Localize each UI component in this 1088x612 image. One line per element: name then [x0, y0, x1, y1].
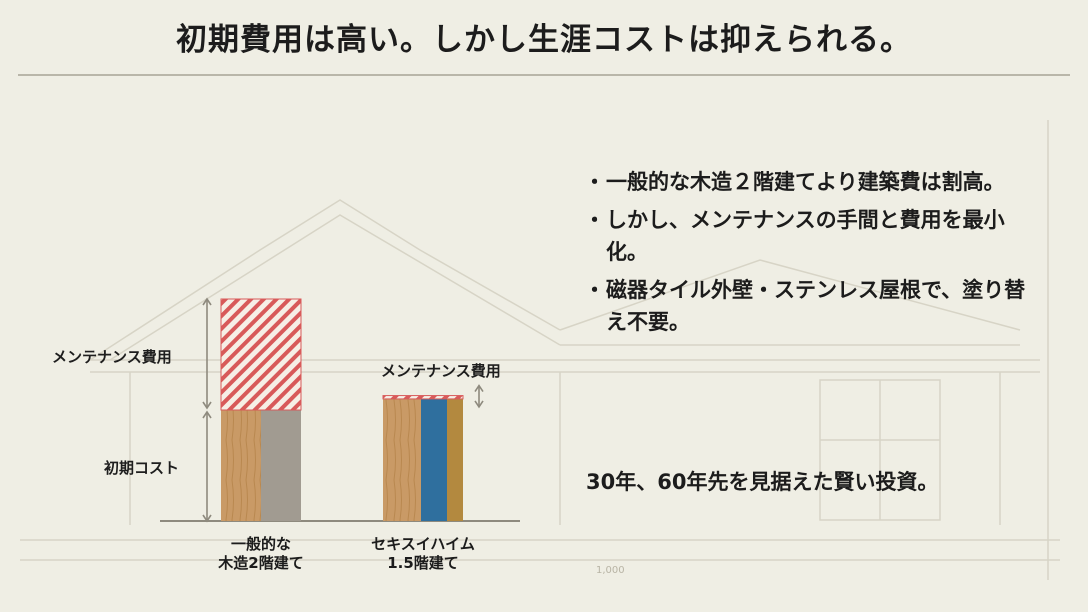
arrow-initial-left — [202, 410, 212, 523]
category-label-line: セキスイハイム — [371, 535, 475, 553]
category-label-sekisui: セキスイハイム 1.5階建て — [348, 535, 498, 573]
bar-maintenance — [382, 395, 464, 400]
bar-initial-accent — [447, 398, 463, 521]
bullet-dot: ・ — [584, 278, 605, 302]
bar-initial-wood — [383, 398, 421, 521]
maintenance-label-left: メンテナンス費用 — [52, 347, 172, 366]
page-title: 初期費用は高い。しかし生涯コストは抑えられる。 — [176, 22, 912, 58]
bar-initial-panel — [421, 398, 447, 521]
bullet-text: しかし、メンテナンスの手間と費用を最小化。 — [606, 208, 1005, 264]
bullet-item: ・ 磁器タイル外壁・ステンレス屋根で、塗り替え不要。 — [584, 274, 1044, 338]
arrow-maintenance-left — [202, 297, 212, 410]
arrow-maintenance-right — [474, 384, 484, 409]
category-label-line: 木造2階建て — [218, 554, 304, 572]
category-label-wooden: 一般的な 木造2階建て — [186, 535, 336, 573]
bullet-item: ・ しかし、メンテナンスの手間と費用を最小化。 — [584, 204, 1044, 268]
bullet-dot: ・ — [584, 170, 605, 194]
bullet-text: 一般的な木造２階建てより建築費は割高。 — [606, 170, 1005, 194]
bullet-list: ・ 一般的な木造２階建てより建築費は割高。 ・ しかし、メンテナンスの手間と費用… — [584, 166, 1044, 344]
category-label-line: 一般的な — [230, 535, 291, 553]
bar-initial-wood — [221, 410, 261, 521]
bg-dimension-label: 1,000 — [596, 565, 625, 576]
bullet-dot: ・ — [584, 208, 605, 232]
bullet-text: 磁器タイル外壁・ステンレス屋根で、塗り替え不要。 — [606, 278, 1026, 334]
initial-cost-label: 初期コスト — [104, 458, 180, 477]
title-divider — [18, 74, 1070, 76]
maintenance-label-right: メンテナンス費用 — [381, 361, 501, 380]
bar-maintenance — [220, 298, 302, 411]
bar-initial-panel — [261, 410, 301, 521]
bullet-item: ・ 一般的な木造２階建てより建築費は割高。 — [584, 166, 1044, 198]
closing-statement: 30年、60年先を見据えた賢い投資。 — [586, 470, 939, 494]
category-label-line: 1.5階建て — [387, 554, 459, 572]
